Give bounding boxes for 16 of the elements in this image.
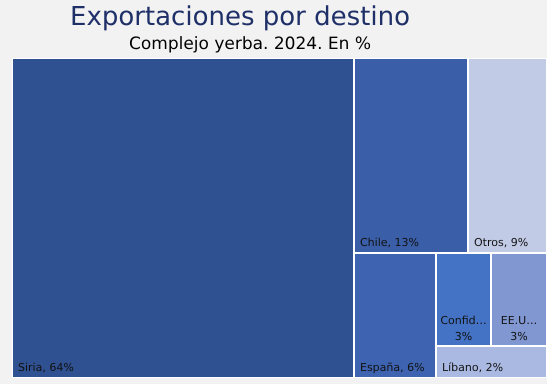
data-label: 3% (454, 330, 472, 343)
data-label: , 9% (504, 236, 528, 249)
text: Complejo yerba. 2024. En % (128, 34, 372, 54)
category-label: EE.U… (500, 314, 538, 327)
data-label: , 64% (42, 361, 74, 374)
category-label: España (360, 361, 400, 374)
data-label: , 2% (478, 361, 504, 374)
data-label: 3% (510, 330, 528, 343)
category-label: Otros (474, 236, 504, 249)
category-label: Confid… (440, 314, 487, 327)
category-label: Siria (18, 361, 42, 374)
data-label: , 6% (400, 361, 425, 374)
data-label: , 13% (388, 236, 419, 249)
text: Exportaciones por destino (69, 1, 411, 32)
category-label: Chile (360, 236, 388, 249)
category-label: Líbano (442, 361, 479, 374)
